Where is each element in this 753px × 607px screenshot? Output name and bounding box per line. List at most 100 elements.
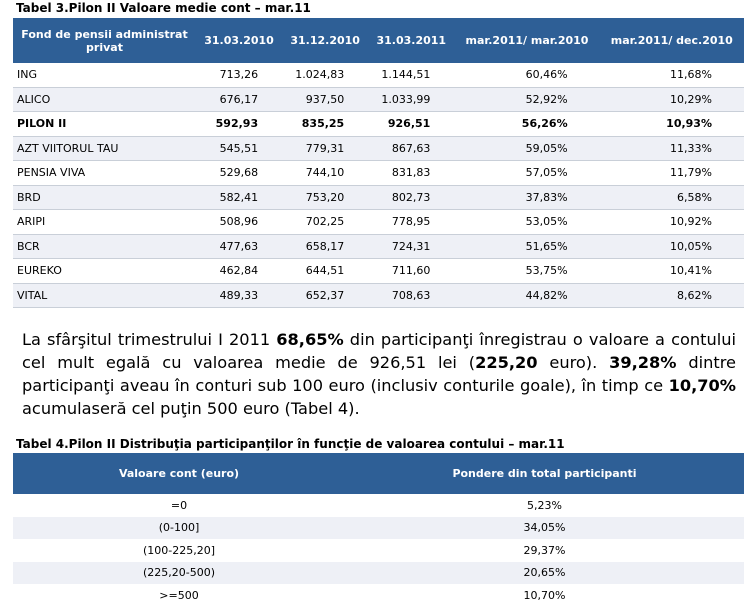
para-highlight: 68,65% (276, 330, 344, 349)
para-text: acumulaseră cel puţin 500 euro (Tabel 4)… (22, 399, 360, 418)
header-31-12-2010: 31.12.2010 (282, 18, 369, 63)
cell-value: 937,50 (282, 87, 369, 112)
share-value: 34,05% (345, 516, 744, 539)
fund-name: AZT VIITORUL TAU (13, 136, 196, 161)
cell-value: 592,93 (196, 111, 283, 137)
cell-value: 545,51 (196, 136, 283, 161)
table-row: ING 713,26 1.024,83 1.144,51 60,46% 11,6… (13, 63, 744, 88)
table-row: (0-100] 34,05% (13, 516, 744, 539)
cell-value: 10,29% (599, 87, 744, 112)
cell-value: 713,26 (196, 63, 283, 88)
cell-value: 477,63 (196, 234, 283, 259)
cell-value: 702,25 (282, 209, 369, 235)
cell-value: 60,46% (454, 63, 600, 88)
cell-value: 10,05% (599, 234, 744, 259)
table-row: (100-225,20] 29,37% (13, 539, 744, 562)
share-value: 20,65% (345, 561, 744, 584)
cell-value: 53,75% (454, 258, 600, 284)
cell-value: 508,96 (196, 209, 283, 235)
cell-value: 658,17 (282, 234, 369, 259)
cell-value: 652,37 (282, 283, 369, 308)
table-row: >=500 10,70% (13, 584, 744, 607)
cell-value: 778,95 (368, 209, 455, 235)
cell-value: 59,05% (454, 136, 600, 161)
value-range: (0-100] (13, 516, 345, 539)
summary-paragraph: La sfârşitul trimestrului I 2011 68,65% … (22, 328, 736, 420)
cell-value: 37,83% (454, 185, 600, 210)
table-row: AZT VIITORUL TAU 545,51 779,31 867,63 59… (13, 136, 744, 161)
cell-value: 831,83 (368, 160, 455, 186)
table-row: ARIPI 508,96 702,25 778,95 53,05% 10,92% (13, 209, 744, 235)
cell-value: 708,63 (368, 283, 455, 308)
header-fund: Fond de pensii administrat privat (13, 18, 196, 63)
header-change-vs-mar2010: mar.2011/ mar.2010 (454, 18, 600, 63)
cell-value: 835,25 (282, 111, 369, 137)
cell-value: 744,10 (282, 160, 369, 186)
share-value: 5,23% (527, 498, 562, 512)
cell-value: 11,79% (599, 160, 744, 186)
table3-header-row: Fond de pensii administrat privat 31.03.… (13, 18, 744, 63)
para-text: euro). (537, 353, 610, 372)
cell-value: 52,92% (454, 87, 600, 112)
table-row: BCR 477,63 658,17 724,31 51,65% 10,05% (13, 234, 744, 259)
cell-value: 10,93% (599, 111, 744, 137)
para-text: din participanţi înregistrau o valoare a… (22, 330, 736, 372)
cell-value: 802,73 (368, 185, 455, 210)
cell-value: 57,05% (454, 160, 600, 186)
header-31-03-2010: 31.03.2010 (196, 18, 283, 63)
value-range: =0 (170, 498, 188, 512)
table-row-total: PILON II 592,93 835,25 926,51 56,26% 10,… (13, 111, 744, 137)
table-row: PENSIA VIVA 529,68 744,10 831,83 57,05% … (13, 160, 744, 186)
cell-value: 926,51 (368, 111, 455, 137)
fund-name: BRD (13, 185, 196, 210)
cell-value: 6,58% (599, 185, 744, 210)
para-highlight: 39,28% (609, 353, 677, 372)
value-range: (100-225,20] (142, 543, 216, 557)
fund-name: EUREKO (13, 258, 196, 284)
table3-title: Tabel 3.Pilon II Valoare medie cont – ma… (16, 1, 311, 15)
cell-value: 529,68 (196, 160, 283, 186)
table4-title: Tabel 4.Pilon II Distribuţia participanţ… (16, 437, 565, 451)
cell-value: 711,60 (368, 258, 455, 284)
distribution-table: Valoare cont (euro) Pondere din total pa… (13, 453, 744, 607)
table-row: BRD 582,41 753,20 802,73 37,83% 6,58% (13, 185, 744, 210)
cell-value: 644,51 (282, 258, 369, 284)
share-value: 10,70% (523, 588, 566, 602)
cell-value: 724,31 (368, 234, 455, 259)
cell-value: 582,41 (196, 185, 283, 210)
cell-value: 676,17 (196, 87, 283, 112)
fund-name: VITAL (13, 283, 196, 308)
cell-value: 10,92% (599, 209, 744, 235)
table-row: VITAL 489,33 652,37 708,63 44,82% 8,62% (13, 283, 744, 308)
table-row: (225,20-500) 20,65% (13, 561, 744, 584)
para-text: La sfârşitul trimestrului I 2011 (22, 330, 277, 349)
para-highlight: 10,70% (668, 376, 736, 395)
cell-value: 51,65% (454, 234, 600, 259)
cell-value: 11,68% (599, 63, 744, 88)
cell-value: 1.033,99 (368, 87, 455, 112)
share-value: 29,37% (523, 543, 566, 557)
cell-value: 779,31 (282, 136, 369, 161)
cell-value: 56,26% (454, 111, 600, 137)
value-range: (225,20-500) (13, 561, 345, 584)
cell-value: 867,63 (368, 136, 455, 161)
fund-name: ALICO (13, 87, 196, 112)
cell-value: 10,41% (599, 258, 744, 284)
header-change-vs-dec2010: mar.2011/ dec.2010 (599, 18, 744, 63)
para-text: dintre participanţi aveau în conturi sub… (22, 353, 736, 395)
fund-name: PENSIA VIVA (13, 160, 196, 186)
cell-value: 462,84 (196, 258, 283, 284)
cell-value: 489,33 (196, 283, 283, 308)
table-row: EUREKO 462,84 644,51 711,60 53,75% 10,41… (13, 258, 744, 284)
fund-name: ING (13, 63, 196, 88)
fund-name: BCR (13, 234, 196, 259)
fund-name: ARIPI (13, 209, 196, 235)
table4-header-row: Valoare cont (euro) Pondere din total pa… (13, 453, 744, 494)
header-share: Pondere din total participanti (345, 453, 744, 494)
table-row: ALICO 676,17 937,50 1.033,99 52,92% 10,2… (13, 87, 744, 112)
header-31-03-2011: 31.03.2011 (368, 18, 455, 63)
cell-value: 53,05% (454, 209, 600, 235)
average-account-value-table: Fond de pensii administrat privat 31.03.… (13, 18, 744, 308)
header-account-value: Valoare cont (euro) (13, 453, 345, 494)
cell-value: 1.024,83 (282, 63, 369, 88)
